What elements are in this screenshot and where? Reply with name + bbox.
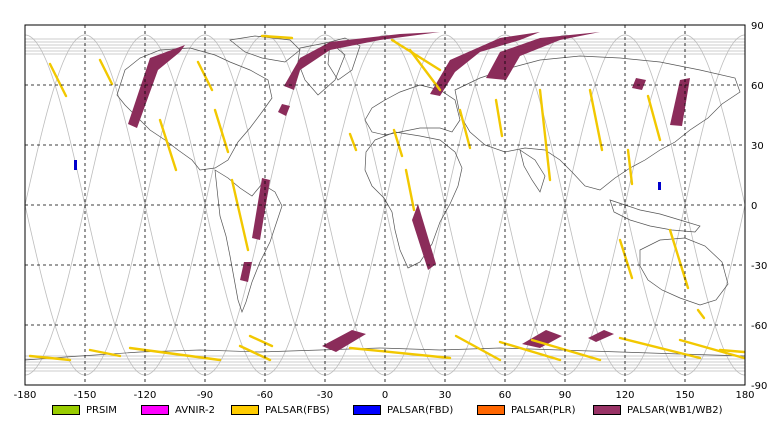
swath-wb [588,330,614,342]
latitude-ticks: 90 60 30 0 -30 -60 -90 [751,21,767,392]
swath-fbs [718,348,745,354]
swath-fbs [88,348,122,358]
swath-fbs [454,334,502,362]
legend-swatch [231,405,259,415]
swath-fbs [498,340,562,362]
legend-swatch [353,405,381,415]
longitude-tick-label: 0 [382,390,388,401]
swath-wb [128,45,185,128]
orbit-track [25,374,26,375]
longitude-tick-label: 180 [735,390,754,401]
orbit-track [684,34,745,207]
swath-wb [632,78,646,90]
latitude-tick-label: -90 [751,381,767,392]
legend-item: PRSIM [52,403,117,417]
legend-item: PALSAR(FBD) [353,403,453,417]
swath-wb [240,262,252,282]
swath-fbs [494,98,504,138]
longitude-tick-label: 150 [675,390,694,401]
orbit-track [25,35,26,36]
swath-fbs [230,178,250,252]
longitude-ticks: -180 -150 -120 -90 -60 -30 0 30 60 90 120 150 180 [14,390,755,401]
swath-wb [412,204,436,270]
longitude-tick-label: 90 [559,390,572,401]
swath-fbs [348,132,358,152]
swath-fbd [74,160,77,170]
swath-fbs [458,108,472,150]
swath-fbs [538,88,552,182]
legend-swatch [593,405,621,415]
map-frame [24,24,746,386]
legend: PRSIM AVNIR-2 PALSAR(FBS) PALSAR(FBD) PALSAR… [0,400,770,422]
swath-fbd [658,182,661,190]
swath-wb [252,178,270,240]
longitude-tick-label: -120 [134,390,157,401]
legend-item: PALSAR(FBS) [231,403,330,417]
swath-fbs [248,334,274,348]
swath-wb [322,330,366,352]
swath-fbs [404,168,416,212]
longitude-tick-label: -30 [317,390,333,401]
legend-swatch [141,405,169,415]
legend-item: AVNIR-2 [141,403,215,417]
acquisition-swaths [28,32,745,362]
swath-fbs [260,34,294,40]
swath-fbs [408,48,442,92]
swath-fbs [48,62,68,98]
legend-item: PALSAR(WB1/WB2) [593,403,723,417]
swath-wb [278,104,290,116]
longitude-tick-label: 120 [615,390,634,401]
longitude-tick-label: 60 [499,390,512,401]
longitude-tick-label: -90 [197,390,213,401]
swath-fbs [678,338,745,360]
swath-fbs [158,118,178,172]
longitude-tick-label: 30 [439,390,452,401]
longitude-tick-label: -60 [257,390,273,401]
swath-fbs [696,308,706,320]
swath-fbs [618,336,702,360]
swath-wb [522,330,562,348]
legend-label: PALSAR(FBS) [265,404,330,416]
orbit-track [25,203,86,376]
legend-item: PALSAR(PLR) [477,403,575,417]
swath-fbs [588,88,604,152]
swath-wb [284,32,440,90]
legend-swatch [52,405,80,415]
legend-swatch [477,405,505,415]
swath-fbs [392,128,404,158]
legend-label: PRSIM [86,404,117,416]
swath-fbs [28,354,72,362]
swath-fbs [530,338,602,362]
latitude-tick-label: 60 [751,81,764,92]
swath-fbs [390,38,442,72]
swath-wb [670,78,690,126]
latitude-tick-label: -60 [751,321,767,332]
longitude-tick-label: -150 [74,390,97,401]
latitude-tick-label: 30 [751,141,764,152]
swath-fbs [98,58,114,86]
swath-wb [486,32,600,80]
latitude-tick-label: 90 [751,21,764,32]
orbit-track [25,34,86,207]
swath-fbs [646,94,662,142]
legend-label: PALSAR(FBD) [387,404,454,416]
latitude-tick-label: 0 [751,201,757,212]
graticule [25,25,745,385]
legend-label: PALSAR(WB1/WB2) [627,404,723,416]
swath-fbs [348,346,452,360]
swath-fbs [618,238,634,280]
swath-fbs [626,148,634,186]
longitude-tick-label: -180 [14,390,37,401]
latitude-tick-label: -30 [751,261,767,272]
orbit-track [684,203,745,376]
legend-label: PALSAR(PLR) [511,404,576,416]
legend-label: AVNIR-2 [175,404,215,416]
